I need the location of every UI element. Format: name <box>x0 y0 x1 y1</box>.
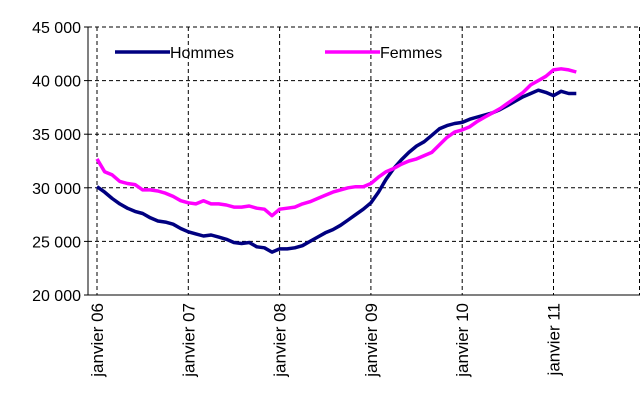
y-tick-label: 40 000 <box>32 74 81 91</box>
legend-label: Femmes <box>380 45 442 62</box>
x-tick-label: janvier 06 <box>88 303 107 378</box>
legend-label: Hommes <box>170 45 234 62</box>
y-tick-label: 20 000 <box>32 288 81 305</box>
x-tick-label: janvier 11 <box>545 303 564 376</box>
series-line <box>95 88 577 254</box>
x-tick-label: janvier 07 <box>179 303 198 378</box>
x-tick-label: janvier 10 <box>453 303 472 378</box>
y-tick-label: 30 000 <box>32 181 81 198</box>
y-tick-label: 35 000 <box>32 127 81 144</box>
y-tick-label: 45 000 <box>32 20 81 37</box>
x-tick-label: janvier 09 <box>362 303 381 378</box>
y-tick-label: 25 000 <box>32 234 81 251</box>
series-line <box>95 67 577 218</box>
x-tick-label: janvier 08 <box>271 303 290 378</box>
